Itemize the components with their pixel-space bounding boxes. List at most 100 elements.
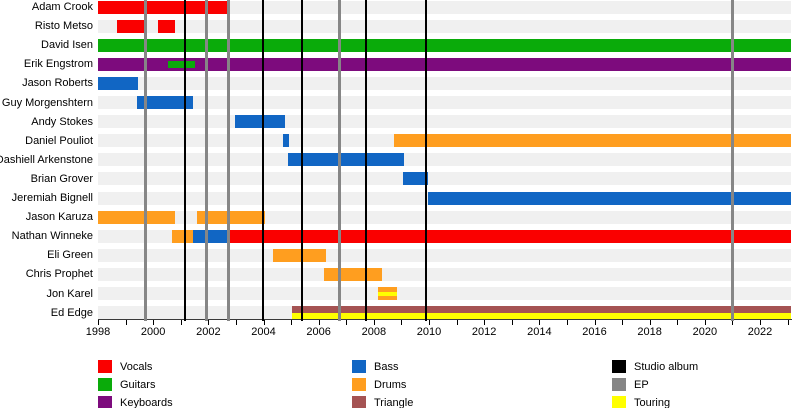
member-label: Jeremiah Bignell <box>11 192 93 204</box>
year-tick <box>760 320 761 325</box>
year-tick <box>787 320 789 325</box>
drums-bar <box>98 210 176 224</box>
member-label: Eli Green <box>47 249 93 262</box>
legend-label: Studio album <box>634 361 699 373</box>
ep-line <box>143 0 147 321</box>
year-tick-label: 2020 <box>692 326 718 338</box>
year-tick <box>318 320 320 325</box>
year-tick-label: 2008 <box>361 326 387 338</box>
legend-label: Triangle <box>374 397 414 408</box>
year-tick-label: 2018 <box>637 326 662 338</box>
timeline-plot <box>98 0 791 321</box>
studio-album-color-swatch <box>612 360 626 373</box>
legend-label: Vocals <box>120 361 153 373</box>
member-label: David Isen <box>41 39 93 52</box>
drums-bar <box>324 267 382 281</box>
row-track <box>98 267 791 281</box>
row-track <box>98 210 791 224</box>
member-label: Daniel Pouliot <box>25 134 93 147</box>
time-axis: 1998 2000 2002 2004 2006 2008 2010 2012 2014 2016… <box>86 320 792 346</box>
drums-color-swatch <box>352 378 366 391</box>
drums-bar <box>171 229 194 243</box>
ep-color-swatch <box>612 378 626 391</box>
legend-label: Guitars <box>120 379 156 391</box>
bass-bar <box>283 134 290 148</box>
year-tick <box>677 320 679 325</box>
touring-bar <box>292 313 791 320</box>
vocals-bar <box>116 19 146 33</box>
year-tick-label: 2016 <box>582 326 607 338</box>
row-track <box>98 96 791 109</box>
legend: Vocals Guitars Keyboards Bass Drums Triangle S… <box>0 352 800 408</box>
year-tick <box>456 320 458 325</box>
ep-line <box>226 0 230 321</box>
member-labels-column: Adam Crook Risto Metso David Isen Erik Engs… <box>0 0 96 321</box>
year-tick-label: 2004 <box>251 326 276 338</box>
member-label: Jason Roberts <box>22 77 93 90</box>
studio-album-line <box>301 0 304 321</box>
legend-label: EP <box>634 379 649 391</box>
ep-line <box>205 0 209 321</box>
guitars-bar <box>98 38 791 52</box>
bass-bar <box>288 153 404 167</box>
studio-album-line <box>184 0 187 321</box>
vocals-color-swatch <box>98 360 112 373</box>
bass-bar <box>98 76 139 90</box>
row-track <box>98 287 791 300</box>
bass-bar <box>234 115 286 129</box>
vocals-bar <box>98 0 229 14</box>
time-axis-line <box>98 319 792 320</box>
bass-bar <box>427 191 791 205</box>
year-tick <box>566 320 568 325</box>
year-tick-label: 2014 <box>527 326 552 338</box>
member-label: Andy Stokes <box>31 115 93 128</box>
member-label: Nathan Winneke <box>11 230 93 243</box>
row-track <box>98 115 791 129</box>
member-label: Adam Crook <box>31 1 93 13</box>
member-label: Chris Prophet <box>25 268 93 281</box>
studio-album-line <box>262 0 265 321</box>
year-tick <box>208 320 210 325</box>
year-tick <box>98 320 99 325</box>
year-tick <box>484 320 486 325</box>
legend-label: Touring <box>634 397 671 408</box>
member-label: Guy Morgenshtern <box>1 96 93 109</box>
drums-bar <box>196 210 265 224</box>
year-tick-label: 2012 <box>471 326 497 338</box>
drums-bar <box>273 248 327 262</box>
year-tick-label: 1998 <box>85 326 111 338</box>
year-tick <box>704 320 706 325</box>
member-label: Jon Karel <box>46 287 93 300</box>
year-tick <box>732 320 734 325</box>
ep-line <box>337 0 341 321</box>
legend-label: Keyboards <box>120 397 173 408</box>
year-tick <box>511 320 513 325</box>
year-tick-label: 2000 <box>140 326 166 338</box>
year-tick <box>291 320 293 325</box>
year-tick <box>263 320 265 325</box>
triangle-bar <box>292 306 791 314</box>
year-tick <box>649 320 651 325</box>
row-track <box>98 19 791 33</box>
year-tick <box>539 320 541 325</box>
row-track <box>98 248 791 262</box>
year-tick-label: 2006 <box>306 326 331 338</box>
year-tick <box>429 320 430 325</box>
bass-bar <box>136 96 194 109</box>
touring-bar <box>378 291 397 296</box>
member-label: Ed Edge <box>50 306 93 319</box>
vocals-bar <box>157 19 176 33</box>
ep-line <box>730 0 734 321</box>
studio-album-line <box>425 0 428 321</box>
guitars-bar <box>168 60 195 68</box>
legend-label: Drums <box>374 379 407 391</box>
year-tick <box>373 320 375 325</box>
row-track <box>98 0 791 14</box>
guitars-color-swatch <box>98 378 112 391</box>
year-tick-label: 2010 <box>416 326 442 338</box>
year-tick <box>622 320 624 325</box>
keyboards-bar <box>98 57 791 71</box>
keyboards-color-swatch <box>98 396 112 408</box>
row-track <box>98 153 791 167</box>
